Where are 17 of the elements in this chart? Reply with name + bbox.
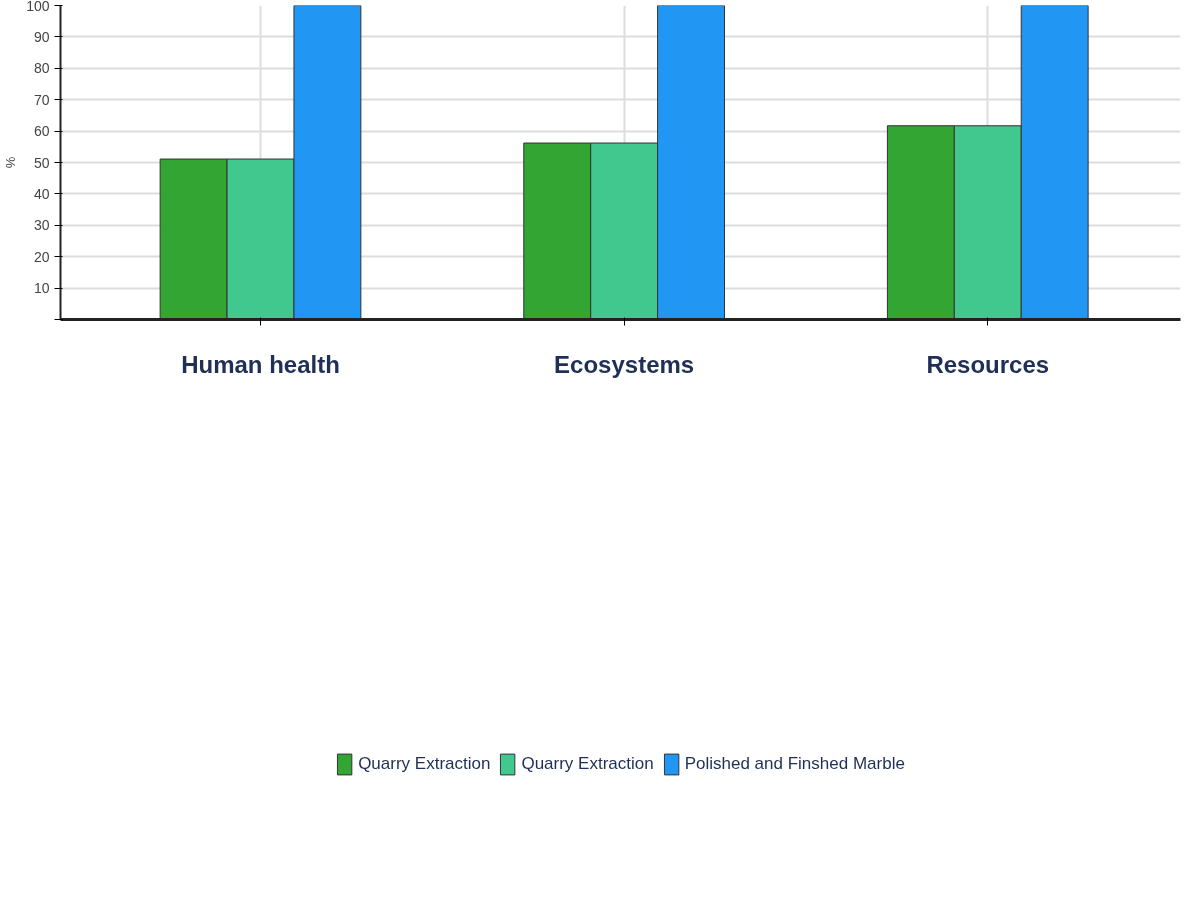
y-tick-label: 10 [33, 280, 50, 297]
y-tick-label: 40 [33, 185, 50, 202]
x-tick-label: Human health [181, 350, 340, 378]
y-tick-label: 70 [33, 91, 50, 108]
y-tick-label: 80 [33, 60, 50, 77]
legend-label: Quarry Extraction [521, 753, 654, 774]
y-tick-label: 20 [33, 248, 50, 265]
y-tick-label: 50 [33, 154, 50, 171]
x-tick-label: Resources [926, 350, 1050, 378]
y-axis-title: % [3, 156, 19, 169]
legend-label: Polished and Finshed Marble [684, 753, 905, 774]
y-tick-label: 100 [26, 0, 50, 14]
y-tick-label: 30 [33, 217, 50, 234]
x-tick-label: Ecosystems [554, 350, 695, 378]
y-tick-label: 90 [33, 28, 50, 45]
legend-label: Quarry Extraction [358, 753, 491, 774]
y-tick-label: 60 [33, 123, 50, 140]
